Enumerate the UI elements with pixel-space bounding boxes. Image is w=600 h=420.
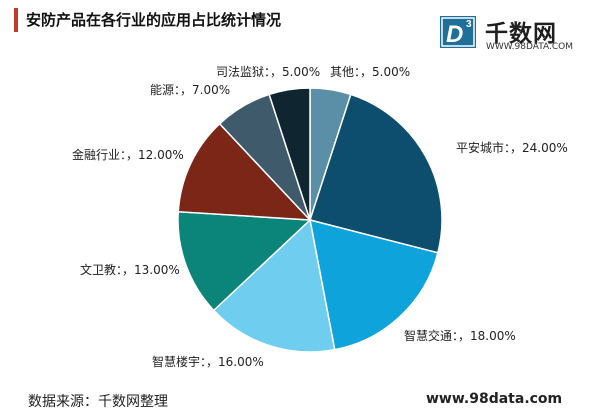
- slice-label-1: 平安城市：，24.00%: [456, 140, 568, 155]
- chart-title: 安防产品在各行业的应用占比统计情况: [26, 11, 282, 29]
- slice-label-5: 金融行业：，12.00%: [72, 147, 184, 162]
- pie-slices: [177, 87, 443, 353]
- logo-mark-letter: D: [446, 21, 463, 48]
- pie-slice-4: [177, 210, 312, 312]
- site-url: www.98data.com: [426, 391, 563, 407]
- pie-slice-2: [309, 218, 439, 351]
- slice-label-7: 司法监狱：，5.00%: [216, 65, 320, 79]
- logo-name: 千数网: [485, 21, 557, 47]
- pie-slice-1: [309, 93, 443, 254]
- brand-logo: D 3 千数网 WWW.98DATA.COM: [436, 10, 586, 58]
- logo-mark-sup: 3: [466, 19, 472, 30]
- data-source: 数据来源：千数网整理: [28, 394, 168, 410]
- d3-logo-icon: D 3: [440, 16, 476, 48]
- slice-label-2: 智慧交通：，18.00%: [404, 328, 516, 343]
- title-accent-bar: [14, 8, 18, 32]
- pie-slice-5: [177, 122, 312, 221]
- pie-slice-7: [268, 87, 311, 221]
- pie-labels: 其他：，5.00% 平安城市：，24.00% 智慧交通：，18.00% 智慧楼宇：，1…: [72, 65, 568, 369]
- slice-label-4: 文卫教：，13.00%: [80, 262, 180, 277]
- slice-label-6: 能源：，7.00%: [150, 83, 230, 97]
- slice-label-0: 其他：，5.00%: [330, 65, 410, 79]
- slice-label-3: 智慧楼宇：，16.00%: [152, 354, 264, 369]
- pie-slice-3: [212, 218, 336, 353]
- logo-url: WWW.98DATA.COM: [486, 42, 573, 52]
